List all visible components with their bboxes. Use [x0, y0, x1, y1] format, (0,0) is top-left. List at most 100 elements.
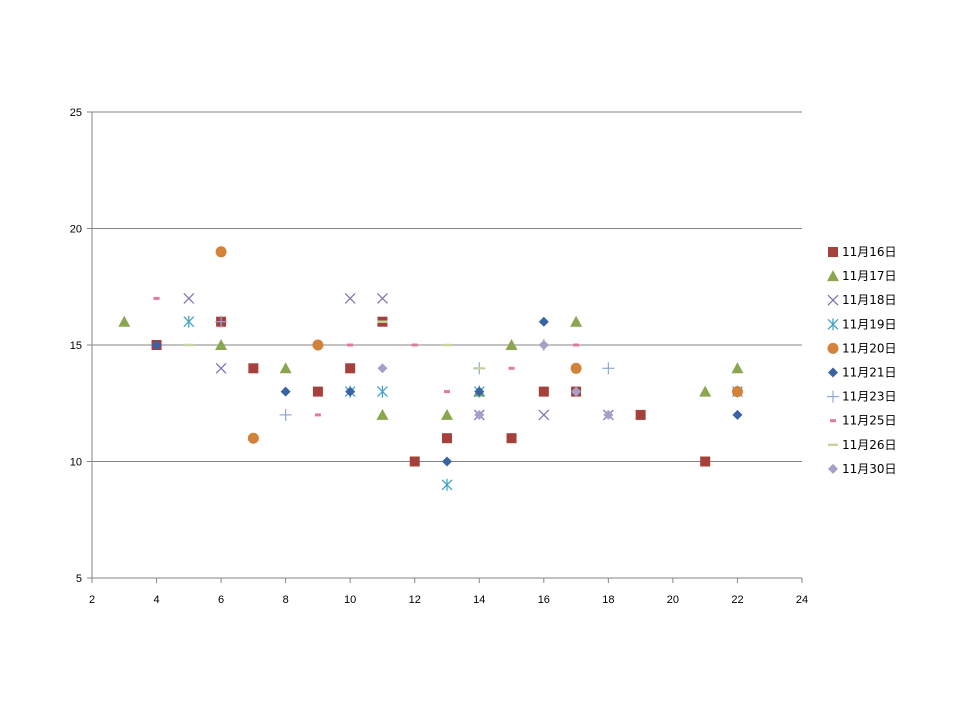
point-s7-6 [573, 343, 580, 347]
x-tick-label-6: 14 [473, 594, 485, 606]
legend-item-7: 11月25日 [830, 414, 897, 428]
legend-marker-7 [830, 419, 836, 423]
point-s1-8 [699, 385, 712, 397]
point-s4-3 [570, 362, 582, 374]
point-s0-9 [538, 386, 549, 397]
point-s3-3 [441, 478, 453, 491]
y-tick-label-4: 25 [70, 107, 82, 119]
x-tick-label-1: 4 [153, 594, 159, 606]
legend-item-4: 11月20日 [827, 341, 897, 355]
legend-marker-9 [828, 463, 838, 474]
legend-marker-2 [827, 294, 839, 306]
point-s7-5 [508, 366, 515, 370]
legend-item-0: 11月16日 [828, 245, 897, 259]
x-tick-label-4: 10 [344, 594, 356, 606]
point-s1-9 [731, 362, 744, 374]
legend-item-2: 11月18日 [827, 293, 897, 307]
point-s0-11 [635, 409, 646, 420]
point-s7-0 [153, 296, 160, 300]
point-s1-3 [376, 408, 389, 420]
point-s7-3 [411, 343, 418, 347]
legend-label-3: 11月19日 [842, 317, 897, 331]
y-tick-label-3: 20 [70, 224, 82, 236]
y-tick-label-2: 15 [70, 340, 82, 352]
point-s4-2 [312, 339, 324, 351]
point-s6-1 [279, 408, 292, 421]
legend-label-2: 11月18日 [842, 293, 897, 307]
point-s6-4 [602, 362, 615, 375]
legend-label-8: 11月26日 [842, 438, 897, 452]
x-tick-label-11: 24 [796, 594, 808, 606]
point-s0-7 [442, 433, 452, 444]
point-s5-1 [280, 386, 291, 397]
point-s7-2 [347, 343, 354, 347]
point-s9-4 [603, 409, 614, 420]
point-s8-3 [474, 367, 485, 370]
point-s7-4 [444, 390, 450, 394]
legend-item-6: 11月23日 [827, 390, 897, 404]
point-s6-0 [215, 315, 228, 328]
point-s1-7 [570, 315, 583, 327]
point-s8-0 [183, 343, 194, 347]
legend-marker-3 [827, 318, 839, 331]
legend: 11月16日 11月17日 11月18日 11月19日 11月20日 11月21日 11月2… [827, 245, 897, 476]
x-tick-label-2: 6 [218, 594, 224, 606]
legend-item-3: 11月19日 [827, 317, 897, 331]
point-s0-4 [345, 363, 356, 374]
data-points [118, 246, 744, 491]
point-s9-0 [377, 363, 388, 374]
point-s1-6 [505, 339, 518, 350]
legend-label-5: 11月21日 [842, 366, 897, 380]
point-s0-3 [312, 386, 323, 397]
point-s0-6 [409, 456, 420, 467]
legend-label-0: 11月16日 [842, 245, 897, 259]
legend-item-9: 11月30日 [828, 462, 897, 476]
point-s3-2 [377, 385, 388, 398]
y-tick-label-0: 5 [76, 573, 82, 585]
point-s0-2 [248, 363, 259, 374]
point-s0-12 [700, 456, 711, 467]
point-s9-3 [571, 386, 582, 397]
legend-marker-1 [827, 270, 839, 282]
legend-item-1: 11月17日 [827, 269, 897, 283]
x-tick-label-7: 16 [538, 594, 550, 606]
point-s5-2 [345, 386, 356, 397]
legend-marker-8 [828, 443, 838, 446]
legend-item-8: 11月26日 [828, 438, 897, 452]
x-tick-label-3: 8 [283, 594, 289, 606]
legend-item-5: 11月21日 [828, 366, 897, 380]
point-s9-1 [474, 409, 485, 420]
x-tick-label-10: 22 [731, 594, 743, 606]
point-s0-8 [506, 433, 517, 444]
point-s4-0 [215, 246, 227, 258]
legend-label-9: 11月30日 [842, 462, 897, 476]
y-tick-label-1: 10 [70, 457, 82, 469]
x-axis-ticks: 2 4 6 8 10 12 14 16 18 20 22 24 [89, 578, 808, 606]
point-s1-2 [279, 362, 292, 374]
x-tick-label-0: 2 [89, 594, 95, 606]
point-s1-1 [215, 339, 228, 350]
legend-label-6: 11月23日 [842, 390, 897, 404]
legend-marker-0 [828, 247, 838, 257]
point-s2-2 [344, 292, 356, 304]
point-s4-4 [731, 386, 743, 398]
point-s3-0 [183, 315, 195, 328]
point-s1-0 [118, 315, 131, 327]
point-s7-1 [314, 413, 321, 417]
point-s5-5 [538, 316, 549, 327]
point-s8-2 [442, 343, 452, 347]
point-s8-1 [377, 320, 388, 323]
x-tick-label-9: 20 [667, 594, 679, 606]
point-s5-4 [474, 386, 485, 397]
legend-label-7: 11月25日 [842, 414, 897, 428]
legend-marker-6 [827, 390, 839, 403]
point-s2-0 [183, 292, 195, 304]
point-s1-4 [441, 408, 453, 420]
x-tick-label-5: 12 [409, 594, 421, 606]
point-s5-0 [151, 340, 162, 350]
x-tick-label-8: 18 [602, 594, 614, 606]
point-s5-3 [442, 456, 452, 467]
point-s2-5 [538, 409, 550, 421]
point-s4-1 [247, 432, 259, 444]
